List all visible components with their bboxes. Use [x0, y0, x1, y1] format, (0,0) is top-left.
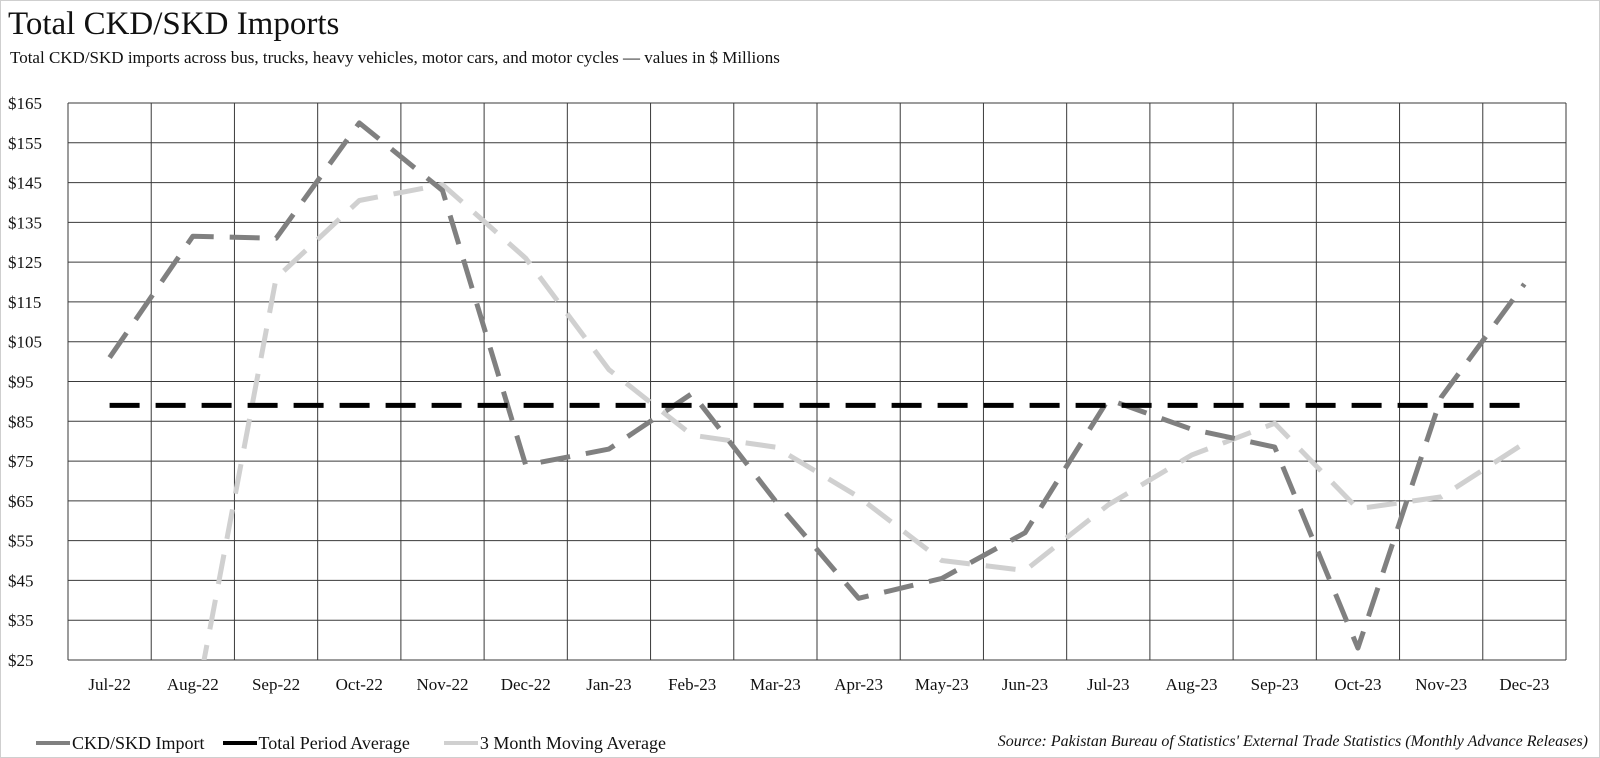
legend-item-ckd-skd-import: CKD/SKD Import — [36, 733, 205, 754]
legend-item-3-month-moving-average: 3 Month Moving Average — [443, 732, 667, 754]
x-tick-label: Oct-23 — [1334, 675, 1381, 694]
x-tick-label: Dec-23 — [1499, 675, 1549, 694]
series-line-ckd-skd-import — [107, 120, 1527, 651]
x-tick-label: Jul-23 — [1087, 675, 1130, 694]
legend-swatch-ckd-skd-import — [36, 741, 70, 745]
y-tick-label: $125 — [8, 253, 42, 272]
x-tick-label: Mar-23 — [750, 675, 801, 694]
x-tick-label: Aug-22 — [167, 675, 219, 694]
y-tick-label: $75 — [8, 452, 34, 471]
x-tick-label: Jun-23 — [1002, 675, 1048, 694]
y-tick-label: $45 — [8, 571, 34, 590]
x-tick-label: Feb-23 — [668, 675, 716, 694]
x-tick-label: Jan-23 — [586, 675, 631, 694]
y-tick-label: $55 — [8, 532, 34, 551]
y-tick-label: $155 — [8, 134, 42, 153]
y-tick-label: $145 — [8, 174, 42, 193]
y-tick-label: $135 — [8, 213, 42, 232]
y-tick-label: $35 — [8, 611, 34, 630]
y-tick-label: $85 — [8, 412, 34, 431]
y-tick-label: $115 — [8, 293, 41, 312]
y-tick-label: $105 — [8, 333, 42, 352]
legend-swatch-3-month-moving-average — [443, 741, 478, 745]
x-tick-label: Sep-23 — [1251, 675, 1299, 694]
legend-item-total-period-average: Total Period Average — [222, 732, 410, 754]
legend-label-3-month-moving-average: 3 Month Moving Average — [479, 732, 667, 753]
x-tick-label: Nov-23 — [1415, 675, 1467, 694]
legend-label-ckd-skd-import: CKD/SKD Import — [72, 732, 205, 753]
chart-legend: CKD/SKD Import Total Period Average 3 Mo… — [36, 731, 666, 755]
x-tick-label: Jul-22 — [88, 675, 131, 694]
x-tick-label: Apr-23 — [834, 675, 883, 694]
chart-source-note: Source: Pakistan Bureau of Statistics' E… — [997, 733, 1588, 750]
legend-swatch-total-period-average — [222, 741, 257, 745]
x-tick-label: Dec-22 — [501, 675, 551, 694]
chart-title: Total CKD/SKD Imports — [8, 6, 340, 42]
y-tick-label: $95 — [8, 373, 34, 392]
x-tick-label: Nov-22 — [417, 675, 469, 694]
y-tick-label: $25 — [8, 651, 34, 670]
legend-label-total-period-average: Total Period Average — [258, 732, 410, 753]
chart-subtitle: Total CKD/SKD imports across bus, trucks… — [10, 48, 780, 67]
series-line-3-month-moving-average — [201, 182, 1526, 660]
x-tick-label: Sep-22 — [252, 675, 300, 694]
x-tick-label: May-23 — [915, 675, 969, 694]
y-tick-label: $165 — [8, 94, 42, 113]
x-tick-label: Aug-23 — [1166, 675, 1218, 694]
y-tick-label: $65 — [8, 492, 34, 511]
x-tick-label: Oct-22 — [336, 675, 383, 694]
